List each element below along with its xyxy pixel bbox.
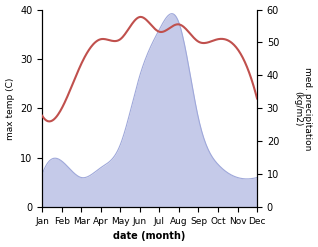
Y-axis label: max temp (C): max temp (C) [5, 77, 15, 140]
X-axis label: date (month): date (month) [114, 231, 186, 242]
Y-axis label: med. precipitation
(kg/m2): med. precipitation (kg/m2) [293, 67, 313, 150]
